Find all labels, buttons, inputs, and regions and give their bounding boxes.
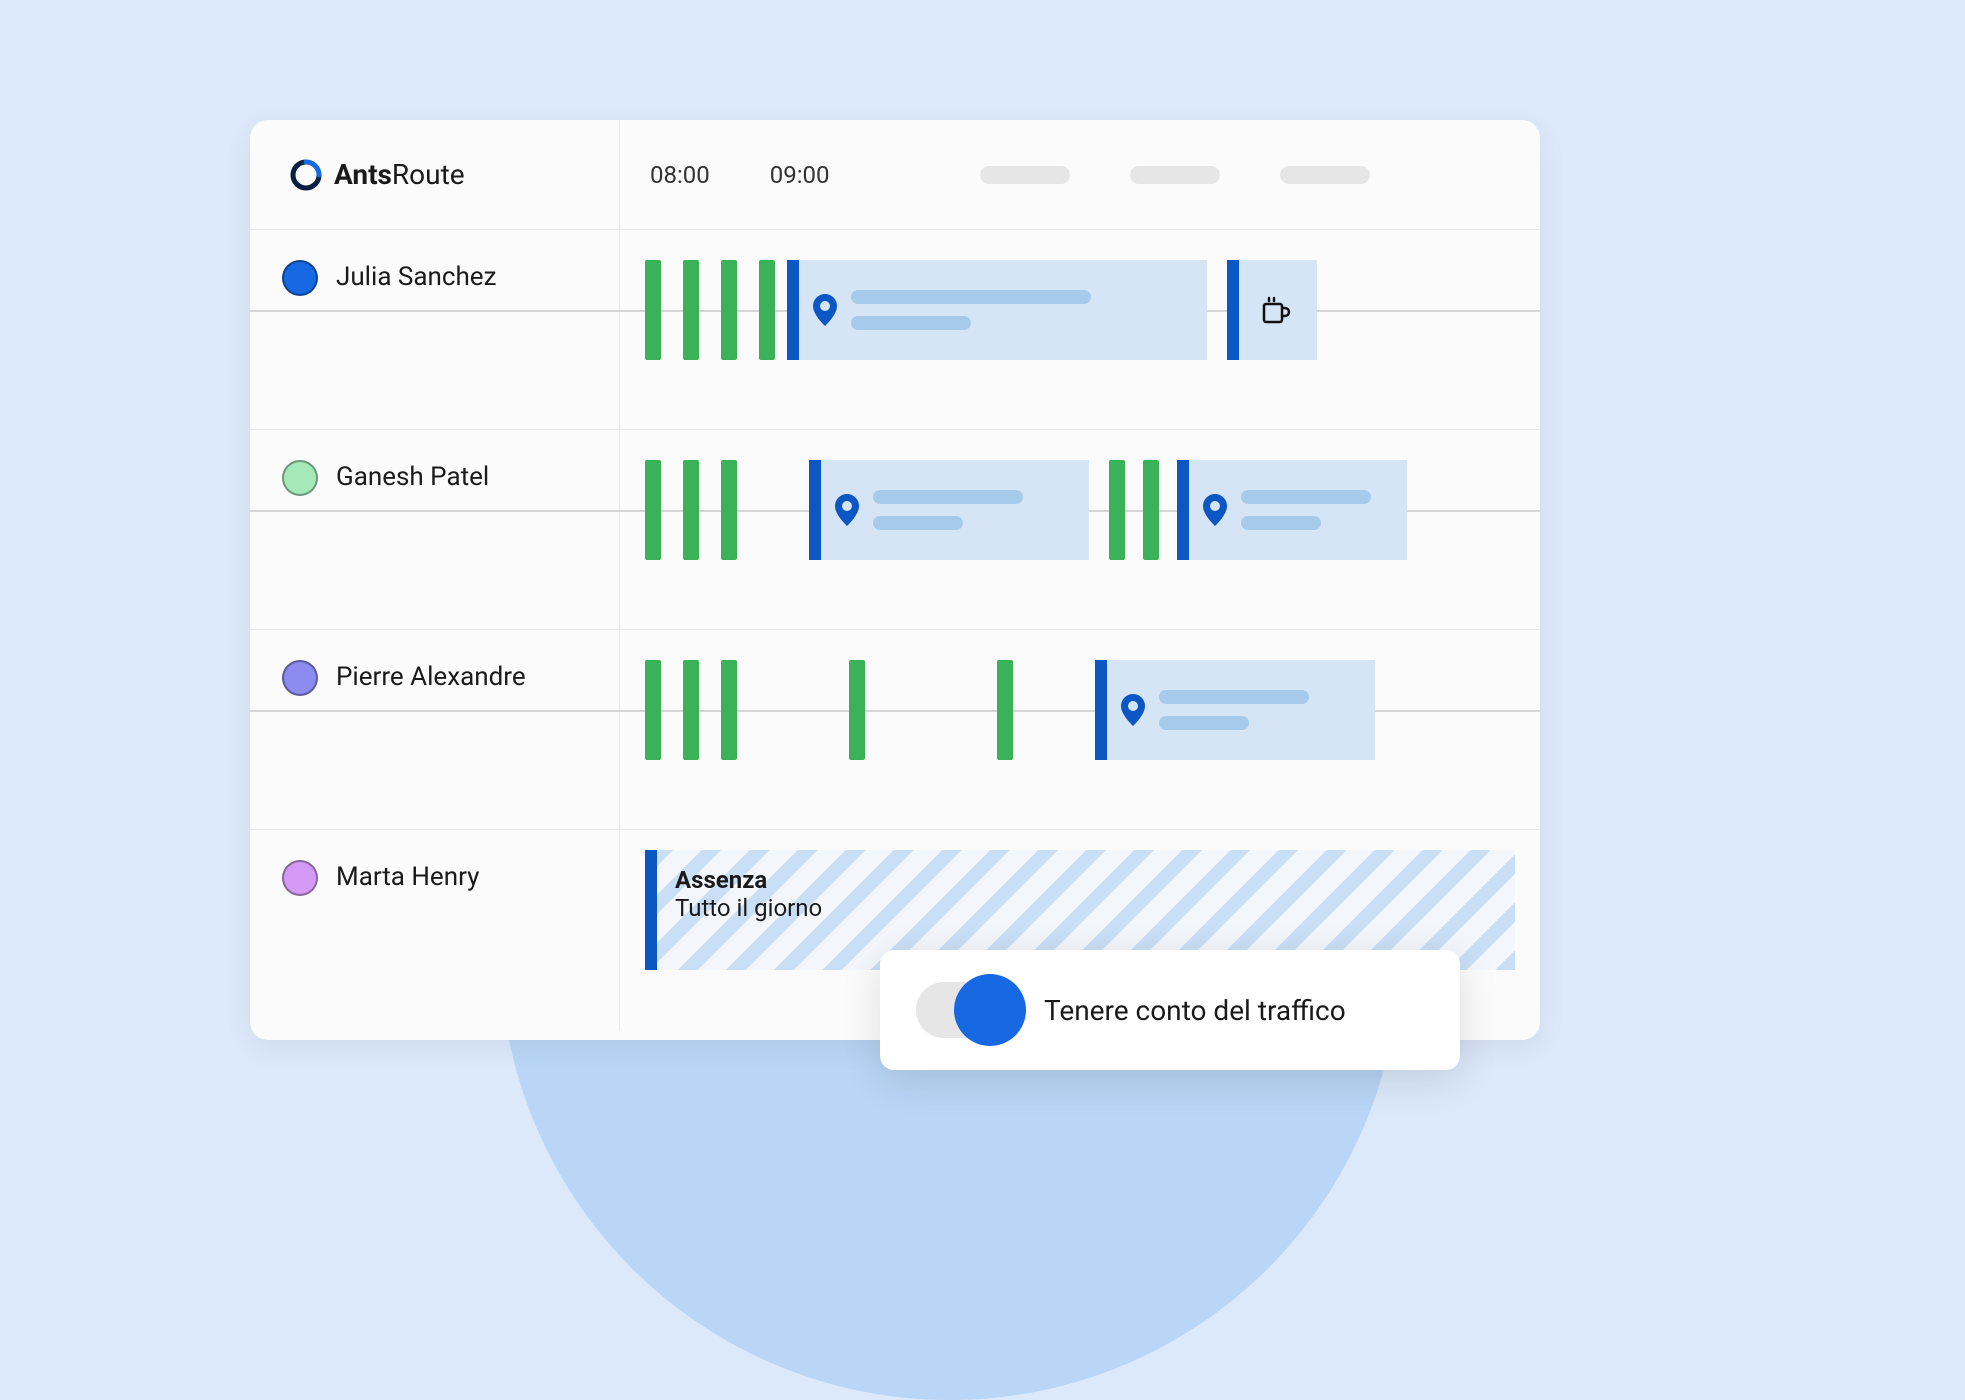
agent-dot — [282, 860, 318, 896]
toggle-knob — [954, 974, 1026, 1046]
brand-area: AntsRoute — [250, 120, 620, 229]
break-block[interactable] — [1227, 260, 1317, 360]
agent-cell[interactable]: Ganesh Patel — [250, 430, 620, 629]
activity-bar[interactable] — [721, 260, 737, 360]
placeholder-line — [1159, 716, 1249, 730]
timeline-header: 08:00 09:00 — [620, 120, 1540, 229]
activity-bar[interactable] — [1109, 460, 1125, 560]
activity-bar[interactable] — [645, 260, 661, 360]
schedule-card: AntsRoute 08:00 09:00 Julia Sanchez — [250, 120, 1540, 1040]
header-row: AntsRoute 08:00 09:00 — [250, 120, 1540, 230]
antsroute-logo-icon — [290, 159, 322, 191]
task-accent — [1227, 260, 1239, 360]
brand-text: AntsRoute — [334, 158, 465, 191]
agent-dot — [282, 660, 318, 696]
agent-cell[interactable]: Pierre Alexandre — [250, 630, 620, 829]
activity-bar[interactable] — [1143, 460, 1159, 560]
placeholder-line — [873, 490, 1023, 504]
timeline-cell — [620, 430, 1540, 629]
placeholder-line — [851, 290, 1091, 304]
agent-dot — [282, 460, 318, 496]
agent-dot — [282, 260, 318, 296]
activity-bar[interactable] — [849, 660, 865, 760]
time-placeholder — [1280, 166, 1370, 184]
agent-cell[interactable]: Julia Sanchez — [250, 230, 620, 429]
coffee-icon — [1259, 294, 1291, 326]
map-pin-icon — [1203, 494, 1227, 526]
activity-bar[interactable] — [645, 660, 661, 760]
task-accent — [1177, 460, 1189, 560]
agent-cell[interactable]: Marta Henry — [250, 830, 620, 1030]
activity-bar[interactable] — [997, 660, 1013, 760]
task-block[interactable] — [1177, 460, 1407, 560]
activity-bar[interactable] — [759, 260, 775, 360]
task-accent — [809, 460, 821, 560]
traffic-toggle[interactable] — [916, 982, 1016, 1038]
schedule-row: Ganesh Patel — [250, 430, 1540, 630]
placeholder-line — [1159, 690, 1309, 704]
absence-title: Assenza — [675, 866, 822, 894]
activity-bar[interactable] — [683, 260, 699, 360]
placeholder-line — [873, 516, 963, 530]
agent-name: Marta Henry — [336, 860, 479, 892]
task-block[interactable] — [1095, 660, 1375, 760]
schedule-row: Pierre Alexandre — [250, 630, 1540, 830]
timeline-cell — [620, 630, 1540, 829]
time-placeholder — [1130, 166, 1220, 184]
absence-subtitle: Tutto il giorno — [675, 894, 822, 922]
map-pin-icon — [1121, 694, 1145, 726]
map-pin-icon — [835, 494, 859, 526]
agent-name: Julia Sanchez — [336, 260, 496, 292]
agent-name: Ganesh Patel — [336, 460, 489, 492]
agent-name: Pierre Alexandre — [336, 660, 526, 692]
time-placeholder — [980, 166, 1070, 184]
time-label: 08:00 — [650, 161, 710, 189]
traffic-toggle-card: Tenere conto del traffico — [880, 950, 1460, 1070]
task-block[interactable] — [809, 460, 1089, 560]
activity-bar[interactable] — [645, 460, 661, 560]
placeholder-line — [1241, 516, 1321, 530]
traffic-toggle-label: Tenere conto del traffico — [1044, 994, 1346, 1027]
activity-bar[interactable] — [721, 460, 737, 560]
activity-bar[interactable] — [683, 660, 699, 760]
activity-bar[interactable] — [683, 460, 699, 560]
task-block[interactable] — [787, 260, 1207, 360]
activity-bar[interactable] — [721, 660, 737, 760]
time-label: 09:00 — [770, 161, 830, 189]
schedule-row: Julia Sanchez — [250, 230, 1540, 430]
placeholder-line — [1241, 490, 1371, 504]
placeholder-line — [851, 316, 971, 330]
task-accent — [1095, 660, 1107, 760]
task-accent — [787, 260, 799, 360]
map-pin-icon — [813, 294, 837, 326]
timeline-cell — [620, 230, 1540, 429]
task-accent — [645, 850, 657, 970]
